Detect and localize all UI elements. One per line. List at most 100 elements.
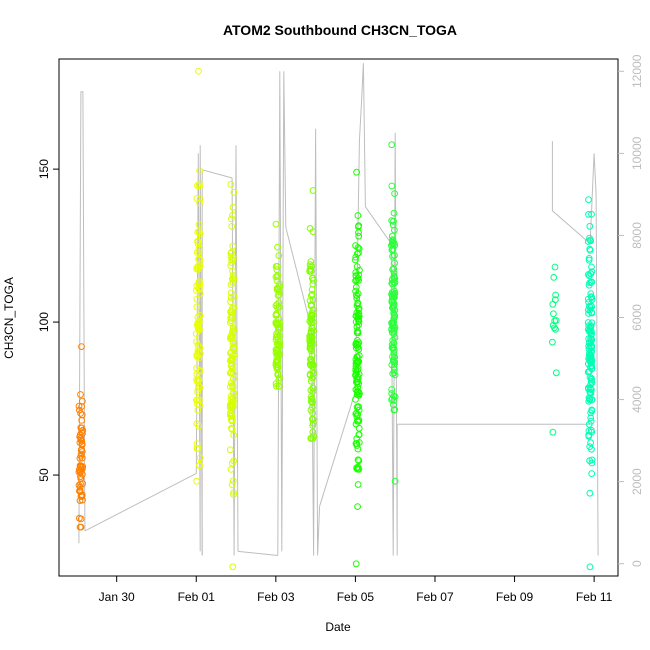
x-tick-label: Jan 30 (99, 590, 135, 604)
data-point (230, 489, 238, 496)
data-point (391, 477, 399, 485)
data-point (353, 294, 361, 302)
data-point (228, 308, 236, 316)
data-point (306, 318, 314, 325)
data-point (355, 439, 363, 446)
data-point (273, 319, 280, 327)
data-point (196, 180, 203, 188)
data-point (353, 366, 361, 374)
data-point (309, 296, 317, 304)
data-point (584, 238, 592, 245)
data-point (272, 333, 280, 341)
x-tick-label: Feb 11 (576, 590, 613, 604)
data-point (196, 290, 204, 297)
data-point (355, 431, 363, 439)
data-point (307, 345, 315, 353)
data-point (390, 209, 398, 217)
data-point (194, 353, 201, 361)
data-point (354, 353, 361, 361)
data-point (228, 364, 236, 372)
data-point (353, 302, 361, 310)
data-point (309, 428, 317, 436)
data-point (227, 379, 235, 387)
data-point (352, 287, 360, 295)
data-point (391, 306, 399, 314)
data-point (355, 306, 362, 313)
data-point (274, 356, 282, 363)
data-point (229, 329, 237, 336)
data-point (307, 336, 315, 343)
data-point (309, 374, 316, 382)
data-point (585, 310, 592, 317)
data-point (354, 340, 362, 348)
data-point (196, 325, 203, 333)
data-point (196, 182, 203, 190)
data-point (586, 222, 594, 230)
data-point (355, 424, 363, 432)
data-point (273, 310, 280, 318)
data-point (588, 376, 595, 383)
data-point (353, 413, 361, 421)
data-point (276, 280, 283, 288)
data-point (78, 493, 86, 501)
data-point (78, 437, 86, 445)
altitude-track-line (319, 391, 356, 507)
data-point (551, 324, 558, 332)
data-point (586, 234, 593, 242)
data-point (76, 488, 84, 496)
data-point (228, 305, 236, 312)
data-point (77, 523, 85, 531)
data-point (272, 349, 280, 357)
data-point (75, 481, 83, 489)
data-point (585, 427, 593, 435)
data-point (308, 334, 316, 342)
data-point (273, 333, 281, 340)
data-point (388, 182, 396, 190)
data-point (229, 272, 237, 280)
data-point (228, 355, 236, 363)
data-point (587, 279, 595, 286)
data-point (193, 295, 201, 303)
data-point (193, 477, 201, 485)
data-point (390, 217, 397, 225)
data-point (550, 310, 557, 318)
data-point (79, 426, 87, 434)
data-point (388, 141, 396, 149)
data-point (586, 489, 594, 497)
data-point (308, 395, 316, 403)
data-point (272, 220, 280, 228)
data-point (390, 349, 398, 357)
data-point (549, 300, 557, 308)
y2-tick-label: 8000 (630, 222, 644, 249)
data-point (587, 439, 594, 447)
altitude-track-line (84, 472, 197, 532)
data-point (389, 353, 396, 361)
data-point (193, 338, 200, 346)
data-point (227, 298, 235, 306)
data-point (196, 280, 204, 288)
data-point (355, 229, 362, 237)
data-point (552, 317, 560, 324)
data-point (307, 361, 315, 369)
data-point (354, 388, 361, 396)
data-point (586, 443, 594, 451)
data-point (352, 341, 360, 348)
data-point (273, 266, 281, 274)
data-point (356, 266, 363, 274)
data-point (306, 225, 314, 232)
data-point (227, 333, 235, 341)
data-point (228, 215, 235, 223)
data-point (194, 238, 202, 246)
data-point (195, 228, 203, 236)
data-point (391, 287, 398, 295)
data-point (587, 270, 595, 278)
data-point (194, 388, 202, 396)
y-axis-label: CH3CN_TOGA (2, 277, 16, 359)
data-point (585, 255, 593, 262)
data-point (273, 286, 281, 294)
data-point (310, 432, 317, 440)
data-point (229, 356, 237, 363)
x-axis-label: Date (325, 620, 351, 634)
data-point (194, 400, 201, 408)
data-point (272, 263, 280, 270)
